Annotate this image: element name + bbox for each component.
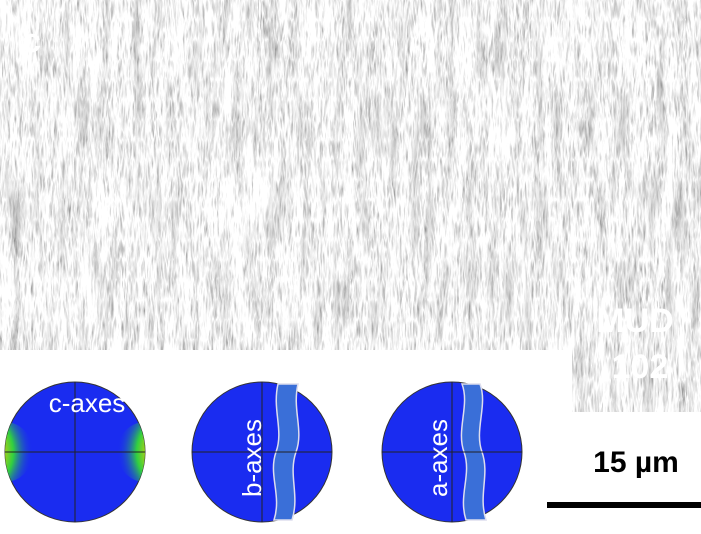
pole-label: b-axes (237, 419, 267, 497)
pole-figure: a-axes (382, 382, 522, 522)
sample-label: 102 (612, 348, 669, 386)
pole-label: a-axes (423, 419, 453, 497)
scale-bar (547, 502, 701, 508)
pole-label: c-axes (49, 388, 126, 418)
scale-label: 15 µm (593, 446, 679, 479)
sample-label: MUD (596, 302, 673, 340)
pole-figure: b-axes (192, 382, 332, 522)
panel-label: c (22, 22, 41, 60)
figure: c MUD 102 c-axes b-axes a-axes 15 µm (0, 0, 701, 534)
